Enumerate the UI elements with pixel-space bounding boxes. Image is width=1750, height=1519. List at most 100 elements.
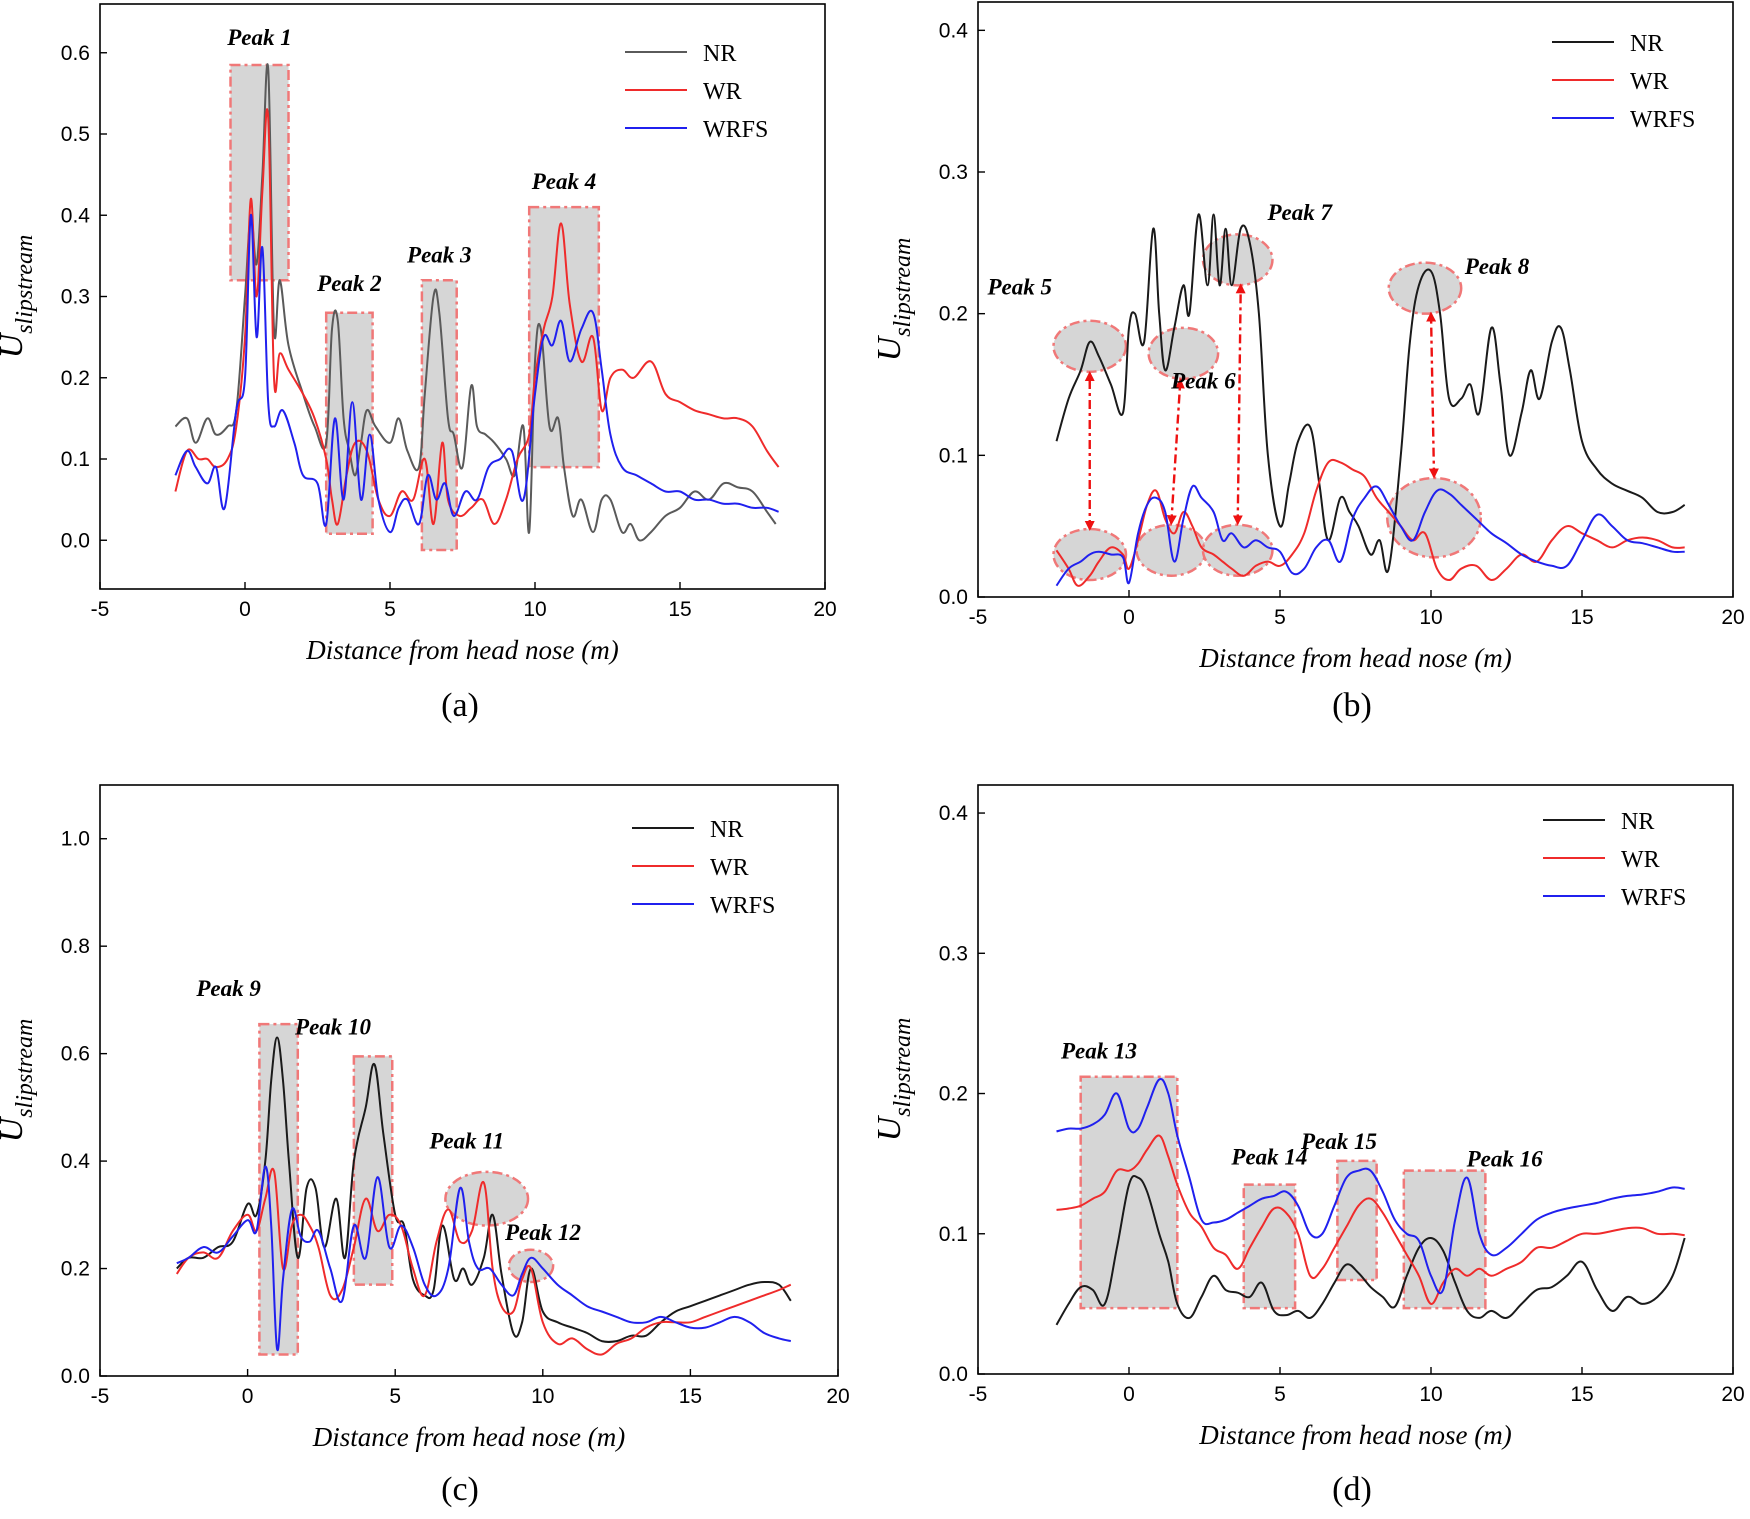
x-tick-label: 15	[1570, 606, 1593, 629]
series-line-wrfs	[1055, 484, 1685, 587]
y-tick-label: 0.8	[61, 935, 90, 958]
legend-label-wr: WR	[703, 79, 742, 105]
legend-label-nr: NR	[710, 817, 743, 843]
y-tick-label: 0.4	[939, 802, 969, 825]
legend-label-wrfs: WRFS	[1630, 107, 1695, 133]
y-axis-title: Uslipstream	[0, 1019, 38, 1143]
peak-label: Peak 2	[316, 271, 382, 296]
y-tick-label: 0.3	[61, 286, 90, 309]
x-tick-label: 10	[523, 598, 546, 621]
series-line-nr	[176, 1036, 792, 1343]
y-tick-label: 0.0	[939, 586, 968, 609]
panel-label: (b)	[1332, 687, 1372, 724]
plot-frame	[99, 784, 839, 1377]
x-tick-label: 5	[389, 1385, 401, 1408]
legend-label-wrfs: WRFS	[703, 117, 768, 143]
x-tick-label: 10	[1419, 606, 1442, 629]
peak-label: Peak 14	[1230, 1145, 1307, 1170]
y-axis-title: Uslipstream	[0, 235, 38, 359]
y-tick-label: 0.4	[61, 1150, 91, 1173]
y-tick-label: 0.5	[61, 123, 90, 146]
x-tick-label: -5	[969, 606, 988, 629]
y-tick-label: 0.2	[61, 367, 90, 390]
x-tick-label: 0	[242, 1385, 254, 1408]
y-axis-title-subscript: slipstream	[890, 1018, 916, 1117]
series-line-wr	[175, 1167, 792, 1356]
legend-label-nr: NR	[1621, 809, 1654, 835]
series-line-nr	[1055, 1174, 1686, 1326]
x-tick-label: 10	[531, 1385, 554, 1408]
series-line-wrfs	[1056, 1077, 1685, 1295]
y-tick-label: 0.3	[939, 161, 968, 184]
legend: NR WR WRFS	[1543, 809, 1686, 911]
peak-highlight-ellipse	[507, 1248, 555, 1284]
series-line-wr	[174, 108, 780, 526]
legend: NR WR WRFS	[1552, 31, 1695, 133]
peak-label: Peak 11	[428, 1129, 504, 1154]
legend: NR WR WRFS	[632, 817, 775, 919]
x-axis-title: Distance from head nose (m)	[305, 635, 618, 665]
peak-label: Peak 9	[195, 976, 261, 1001]
x-tick-label: 5	[1274, 1383, 1286, 1406]
peak-comparison-arrow	[1166, 378, 1185, 526]
x-axis-title: Distance from head nose (m)	[312, 1422, 625, 1452]
peak-label: Peak 6	[1170, 368, 1236, 393]
series-line-wrfs	[176, 1165, 792, 1352]
chart-panel-d: -5 0 5 10 15 20 0.0 0.1 0.2 0.3 0.4 Distance from h…	[871, 784, 1745, 1508]
x-tick-label: 20	[1721, 1383, 1744, 1406]
peak-label: Peak 13	[1060, 1039, 1137, 1064]
legend: NR WR WRFS	[625, 41, 768, 143]
highlight-group	[258, 1022, 555, 1356]
peak-label: Peak 1	[226, 25, 292, 50]
y-tick-label: 0.1	[939, 1223, 968, 1246]
peak-label: Peak 4	[531, 169, 597, 194]
x-tick-label: 0	[1123, 1383, 1135, 1406]
highlight-group	[1052, 233, 1483, 582]
y-tick-label: 0.1	[939, 444, 968, 467]
peak-highlight-box	[258, 1022, 300, 1356]
legend-label-nr: NR	[1630, 31, 1663, 57]
y-tick-label: 0.4	[61, 204, 91, 227]
panel-label: (c)	[441, 1471, 479, 1508]
x-tick-label: 15	[679, 1385, 702, 1408]
y-tick-label: 0.2	[939, 1083, 968, 1106]
x-tick-label: 5	[1274, 606, 1286, 629]
y-tick-label: 0.0	[61, 529, 90, 552]
x-tick-label: -5	[91, 598, 110, 621]
x-tick-label: 5	[384, 598, 396, 621]
peak-comparison-arrow	[1426, 311, 1439, 479]
panel-label: (d)	[1332, 1471, 1372, 1508]
chart-panel-a: -5 0 5 10 15 20 0.0 0.1 0.2 0.3 0.4 0.5 0.6 Distance …	[0, 3, 837, 724]
y-tick-label: 0.2	[61, 1258, 90, 1281]
x-axis-title: Distance from head nose (m)	[1198, 1420, 1511, 1450]
x-tick-label: 20	[1721, 606, 1744, 629]
x-tick-label: -5	[91, 1385, 110, 1408]
legend-label-wr: WR	[1630, 69, 1669, 95]
y-tick-label: 0.2	[939, 303, 968, 326]
y-tick-label: 0.6	[61, 42, 90, 65]
plot-frame	[977, 1, 1734, 598]
peak-highlight-ellipse	[1052, 319, 1128, 373]
y-axis-title: Uslipstream	[871, 1018, 916, 1142]
peak-highlight-ellipse	[1387, 261, 1463, 315]
y-axis-title-main: U	[871, 334, 908, 361]
legend-label-wrfs: WRFS	[1621, 885, 1686, 911]
legend-label-wr: WR	[710, 855, 749, 881]
y-tick-label: 0.6	[61, 1043, 90, 1066]
legend-label-nr: NR	[703, 41, 736, 67]
legend-label-wrfs: WRFS	[710, 893, 775, 919]
chart-panel-b: -5 0 5 10 15 20 0.0 0.1 0.2 0.3 0.4 Distance from h…	[871, 1, 1745, 724]
highlight-group	[229, 63, 601, 552]
peak-label: Peak 10	[294, 1014, 372, 1039]
plot-frame	[977, 784, 1734, 1375]
series-line-wr	[1056, 1134, 1685, 1305]
y-tick-label: 0.1	[61, 448, 90, 471]
peak-highlight-box	[1336, 1159, 1378, 1282]
legend-label-wr: WR	[1621, 847, 1660, 873]
y-tick-label: 1.0	[61, 828, 90, 851]
peak-label: Peak 16	[1466, 1147, 1544, 1172]
y-tick-label: 0.0	[61, 1365, 90, 1388]
x-axis-title: Distance from head nose (m)	[1198, 643, 1511, 673]
peak-label: Peak 8	[1464, 254, 1530, 279]
